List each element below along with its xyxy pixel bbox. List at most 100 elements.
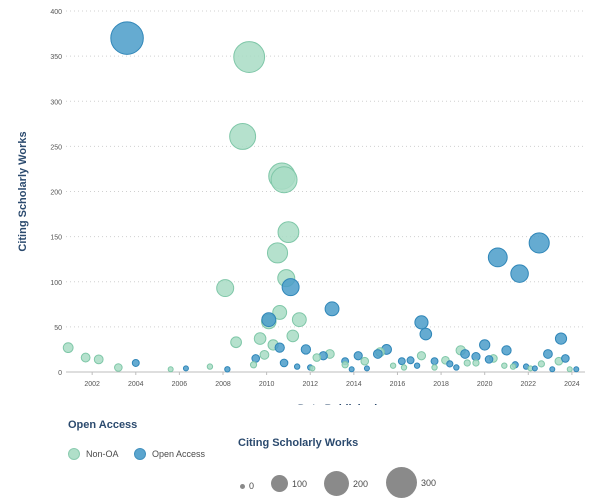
open-access-point (413, 362, 421, 369)
size-legend-item-100: 100 (271, 475, 307, 492)
open-access-point (543, 349, 553, 359)
open-access-point (182, 365, 189, 372)
open-access-point (414, 315, 429, 330)
non-oa-point (206, 363, 214, 370)
x-tick-label: 2012 (302, 381, 318, 388)
open-access-point (573, 366, 580, 373)
open-access-point (363, 365, 370, 372)
size-legend-label-300: 300 (421, 477, 437, 488)
y-tick-label: 100 (50, 280, 62, 287)
open-access-point (419, 327, 433, 341)
open-access-point (406, 356, 415, 365)
non-oa-point (501, 362, 508, 369)
open-access-point (324, 301, 340, 317)
x-tick-label: 2002 (84, 381, 100, 388)
size-legend-item-300: 300 (386, 467, 436, 498)
open-access-point (460, 349, 470, 359)
non-oa-point (400, 364, 408, 371)
legend-label-open-access: Open Access (152, 449, 206, 459)
non-oa-point (272, 305, 288, 320)
non-oa-point (509, 363, 517, 370)
open-access-swatch-icon (134, 448, 146, 460)
open-access-point (510, 264, 529, 283)
open-access-point (561, 354, 570, 363)
open-access-point (300, 344, 312, 355)
non-oa-point (230, 336, 242, 349)
open-access-point (549, 366, 556, 373)
legend-label-non-oa: Non-OA (86, 449, 119, 459)
legend-area: Open Access Non-OA Open Access Citing Sc… (0, 405, 591, 502)
non-oa-point (416, 351, 427, 361)
legend-item-open-access[interactable]: Open Access (134, 448, 205, 460)
y-tick-label: 150 (50, 235, 62, 242)
non-oa-point (360, 356, 370, 366)
non-oa-point (566, 366, 573, 373)
non-oa-point (341, 361, 349, 369)
open-access-point (528, 232, 550, 254)
non-oa-point (249, 361, 258, 369)
open-access-point (479, 339, 491, 351)
size-circle-icon (386, 467, 417, 498)
y-tick-label: 250 (50, 144, 62, 151)
open-access-point (279, 358, 289, 368)
x-tick-label: 2008 (215, 381, 231, 388)
non-oa-point (277, 221, 300, 244)
x-tick-label: 2018 (433, 381, 449, 388)
x-tick-label: 2016 (390, 381, 406, 388)
size-circle-icon (240, 483, 245, 489)
chart-svg: 0 50 100 150 200 250 300 350 400 2002 2004 2006 2008… (17, 9, 585, 415)
x-tick-label: 2014 (346, 381, 362, 388)
open-access-point (397, 357, 406, 366)
non-oa-point (389, 362, 397, 369)
y-tick-label: 0 (58, 370, 62, 377)
open-access-point (348, 366, 355, 373)
size-legend-item-200: 200 (324, 471, 368, 496)
size-legend-label-100: 100 (292, 478, 308, 489)
non-oa-point (229, 122, 257, 150)
y-tick-label: 200 (50, 190, 62, 197)
open-access-point (554, 332, 568, 345)
open-access-point (531, 365, 538, 372)
size-legend-title: Citing Scholarly Works (238, 437, 359, 449)
size-legend-label-200: 200 (353, 478, 369, 489)
non-oa-point (537, 360, 545, 368)
x-tick-label: 2022 (521, 381, 537, 388)
open-access-point (446, 360, 454, 368)
legend-item-non-oa[interactable]: Non-OA (68, 448, 119, 460)
x-tick-label: 2020 (477, 381, 493, 388)
non-oa-point (93, 354, 104, 365)
non-oa-point (463, 359, 471, 367)
non-oa-point (309, 365, 316, 372)
non-oa-point (259, 349, 270, 360)
open-access-point (487, 247, 508, 268)
x-tick-label: 2004 (128, 381, 144, 388)
non-oa-point (62, 342, 74, 354)
non-oa-point (233, 41, 266, 73)
color-legend-title: Open Access (68, 419, 138, 431)
non-oa-point (286, 329, 300, 343)
open-access-point (131, 359, 140, 367)
open-access-point (353, 351, 363, 361)
open-access-point (261, 312, 277, 328)
y-tick-label: 300 (50, 99, 62, 106)
x-tick-label: 2010 (259, 381, 275, 388)
y-tick-label: 50 (54, 325, 62, 332)
open-access-point (484, 355, 494, 364)
open-access-point (251, 354, 261, 363)
non-oa-point (253, 332, 267, 345)
open-access-point (110, 21, 144, 55)
open-access-point (224, 366, 231, 373)
non-oa-point (80, 352, 91, 363)
open-access-point (372, 349, 383, 359)
open-access-point (274, 342, 285, 353)
x-tick-label: 2024 (564, 381, 580, 388)
open-access-point (453, 364, 460, 371)
non-oa-swatch-icon (68, 448, 80, 460)
non-oa-point (472, 359, 480, 367)
size-legend-item-0: 0 (240, 481, 254, 491)
non-oa-point (216, 279, 235, 298)
y-axis-label: Citing Scholarly Works (17, 131, 29, 251)
size-circle-icon (271, 475, 288, 492)
y-tick-label: 350 (50, 54, 62, 61)
